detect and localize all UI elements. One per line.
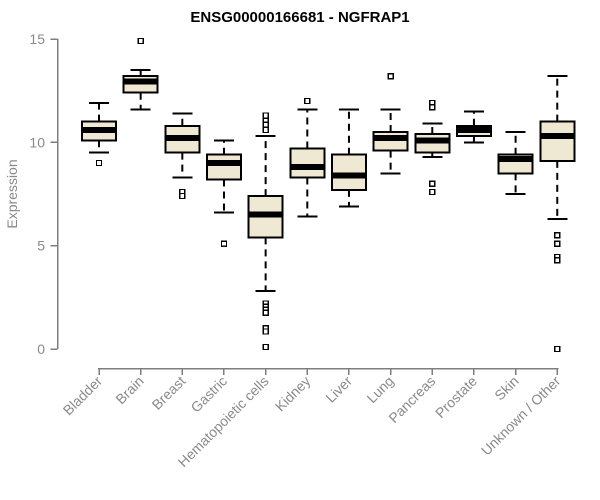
y-axis-title: Expression bbox=[4, 159, 20, 228]
category-label: Bladder bbox=[60, 373, 106, 419]
outlier-point bbox=[262, 328, 269, 335]
box-group bbox=[289, 97, 326, 218]
outlier-point bbox=[554, 256, 561, 264]
outlier-point bbox=[137, 37, 144, 45]
category-label: Liver bbox=[322, 373, 355, 406]
outlier-point bbox=[262, 121, 269, 128]
box-group bbox=[205, 139, 242, 247]
outlier-point bbox=[262, 112, 269, 119]
box-group bbox=[372, 73, 409, 175]
box bbox=[205, 153, 242, 181]
outlier-point bbox=[429, 188, 436, 196]
y-tick-label: 10 bbox=[29, 134, 45, 150]
box-group bbox=[497, 131, 534, 195]
box-group bbox=[247, 112, 284, 351]
box-group bbox=[330, 108, 367, 208]
outlier-point bbox=[220, 240, 228, 247]
box-group bbox=[455, 110, 492, 144]
box-group bbox=[81, 102, 117, 167]
outlier-point bbox=[554, 240, 561, 247]
y-tick-label: 15 bbox=[29, 31, 45, 47]
outlier-point bbox=[387, 73, 394, 80]
category-label: Prostate bbox=[432, 373, 480, 421]
outlier-point bbox=[262, 126, 269, 134]
box bbox=[414, 133, 451, 154]
category-label: Lung bbox=[363, 373, 396, 406]
box-group bbox=[164, 112, 201, 200]
outlier-point bbox=[95, 159, 103, 167]
box bbox=[539, 120, 576, 162]
outlier-point bbox=[262, 309, 269, 316]
outlier-point bbox=[429, 180, 436, 187]
outlier-point bbox=[262, 343, 269, 351]
y-tick-label: 5 bbox=[37, 238, 45, 254]
category-label: Kidney bbox=[272, 373, 314, 415]
category-label: Breast bbox=[149, 373, 189, 413]
category-label: Brain bbox=[112, 373, 146, 407]
outlier-point bbox=[429, 104, 436, 111]
chart-title: ENSG00000166681 - NGFRAP1 bbox=[190, 9, 409, 26]
box bbox=[330, 153, 367, 191]
category-label: Skin bbox=[491, 373, 522, 404]
y-tick-label: 0 bbox=[37, 341, 45, 357]
box bbox=[372, 131, 409, 152]
box-group bbox=[539, 75, 576, 353]
outlier-point bbox=[304, 97, 311, 105]
outlier-point bbox=[179, 192, 186, 200]
box-group bbox=[122, 37, 159, 111]
outlier-point bbox=[554, 232, 561, 239]
outlier-point bbox=[554, 345, 561, 353]
box-group bbox=[414, 99, 451, 196]
category-label: Unknown / Other bbox=[478, 373, 564, 459]
box bbox=[289, 147, 326, 179]
